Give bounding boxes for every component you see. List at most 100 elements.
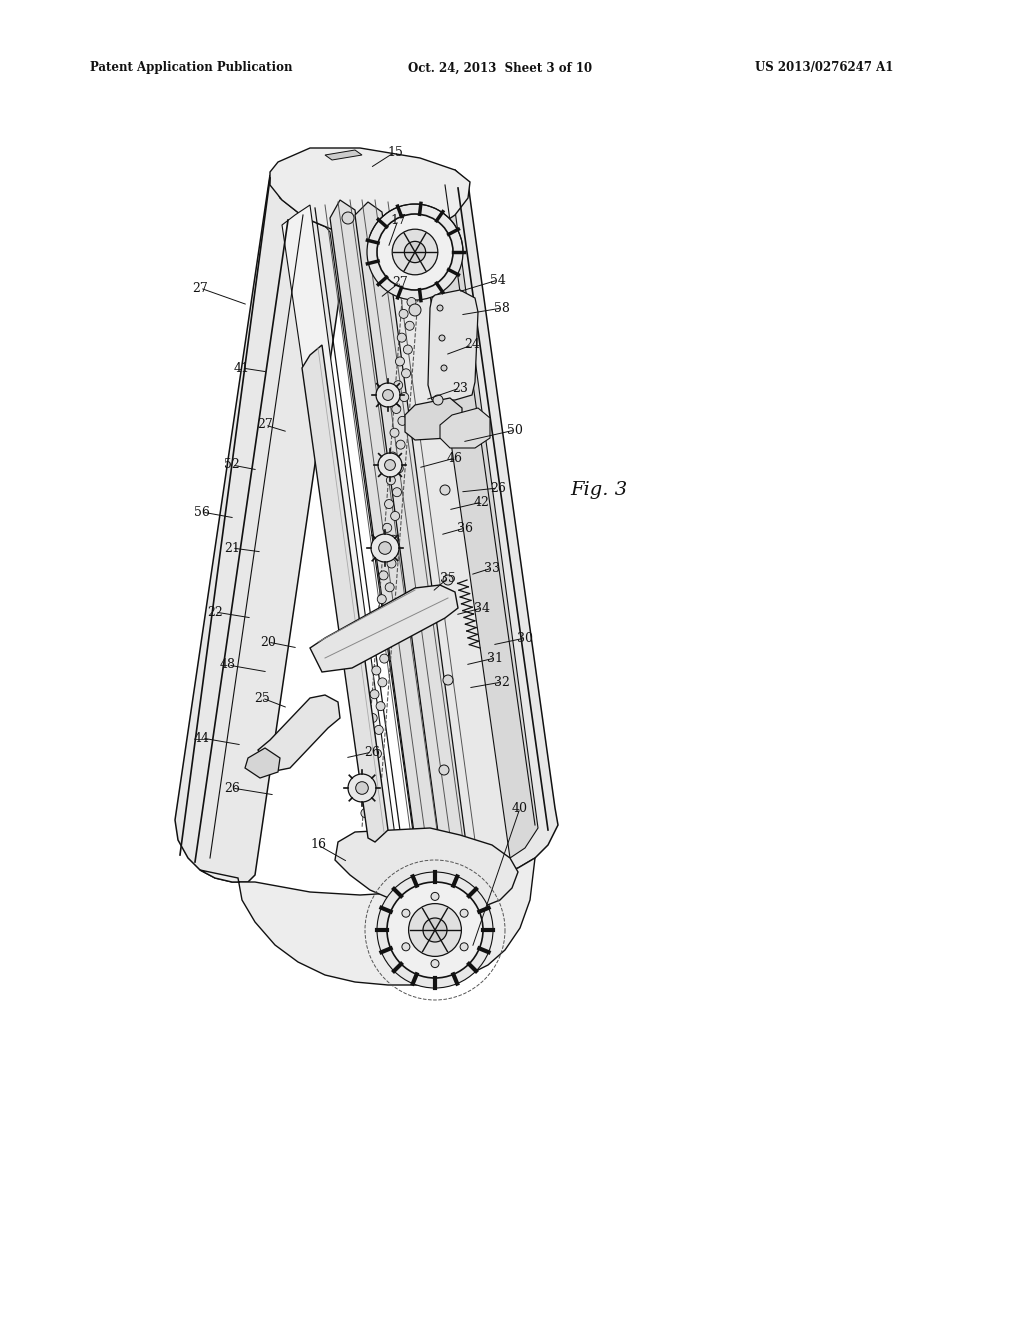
Circle shape xyxy=(375,726,383,734)
Circle shape xyxy=(378,453,402,477)
Circle shape xyxy=(374,643,383,651)
Circle shape xyxy=(371,774,380,781)
Circle shape xyxy=(443,576,453,585)
Text: 17: 17 xyxy=(390,214,406,227)
Polygon shape xyxy=(440,408,490,447)
Text: 16: 16 xyxy=(310,838,326,851)
Text: 31: 31 xyxy=(487,652,503,664)
Text: 58: 58 xyxy=(494,301,510,314)
Circle shape xyxy=(378,678,387,686)
Circle shape xyxy=(377,214,453,290)
Circle shape xyxy=(392,230,438,275)
Circle shape xyxy=(367,821,376,829)
Circle shape xyxy=(388,451,397,461)
Circle shape xyxy=(440,484,450,495)
Circle shape xyxy=(407,297,416,306)
Polygon shape xyxy=(436,362,452,374)
Polygon shape xyxy=(319,198,440,873)
Polygon shape xyxy=(406,399,462,440)
Circle shape xyxy=(406,321,414,330)
Circle shape xyxy=(423,917,447,942)
Circle shape xyxy=(392,404,400,413)
Text: 56: 56 xyxy=(195,506,210,519)
Circle shape xyxy=(377,873,493,987)
Circle shape xyxy=(396,440,406,449)
Text: 27: 27 xyxy=(193,281,208,294)
Polygon shape xyxy=(245,748,280,777)
Text: 41: 41 xyxy=(234,362,250,375)
Circle shape xyxy=(380,655,389,663)
Circle shape xyxy=(376,702,385,710)
Circle shape xyxy=(369,714,377,722)
Circle shape xyxy=(393,380,402,389)
Circle shape xyxy=(383,607,392,615)
Circle shape xyxy=(399,392,409,401)
Circle shape xyxy=(372,667,381,675)
Circle shape xyxy=(385,499,393,508)
Circle shape xyxy=(401,909,410,917)
Text: 26: 26 xyxy=(490,482,506,495)
Circle shape xyxy=(367,205,463,300)
Circle shape xyxy=(355,781,369,795)
Circle shape xyxy=(392,487,401,496)
Circle shape xyxy=(433,395,443,405)
Circle shape xyxy=(398,416,407,425)
Circle shape xyxy=(441,366,447,371)
Circle shape xyxy=(386,475,395,484)
Text: 50: 50 xyxy=(507,424,523,437)
Text: Fig. 3: Fig. 3 xyxy=(570,480,627,499)
Polygon shape xyxy=(325,150,362,160)
Circle shape xyxy=(437,305,443,312)
Text: 27: 27 xyxy=(392,276,408,289)
Circle shape xyxy=(443,675,453,685)
Circle shape xyxy=(401,368,411,378)
Polygon shape xyxy=(335,828,518,912)
Polygon shape xyxy=(368,170,558,878)
Circle shape xyxy=(460,909,468,917)
Circle shape xyxy=(387,882,483,978)
Text: 54: 54 xyxy=(490,273,506,286)
Circle shape xyxy=(371,535,399,562)
Text: 40: 40 xyxy=(512,801,528,814)
Circle shape xyxy=(367,738,376,746)
Text: 42: 42 xyxy=(474,495,489,508)
Circle shape xyxy=(439,766,449,775)
Text: 27: 27 xyxy=(257,418,272,432)
Circle shape xyxy=(389,535,397,544)
Polygon shape xyxy=(302,345,388,842)
Polygon shape xyxy=(434,333,450,345)
Circle shape xyxy=(383,389,393,400)
Circle shape xyxy=(365,762,374,770)
Text: 20: 20 xyxy=(260,635,275,648)
Text: 25: 25 xyxy=(254,692,270,705)
Circle shape xyxy=(390,428,399,437)
Polygon shape xyxy=(428,290,478,400)
Polygon shape xyxy=(355,202,468,870)
Polygon shape xyxy=(282,205,398,869)
Circle shape xyxy=(376,619,384,627)
Circle shape xyxy=(403,345,413,354)
Text: 32: 32 xyxy=(494,676,510,689)
Circle shape xyxy=(399,309,409,318)
Text: 48: 48 xyxy=(220,659,236,672)
Text: 36: 36 xyxy=(457,521,473,535)
Text: Oct. 24, 2013  Sheet 3 of 10: Oct. 24, 2013 Sheet 3 of 10 xyxy=(408,62,592,74)
Circle shape xyxy=(397,333,407,342)
Circle shape xyxy=(390,511,399,520)
Circle shape xyxy=(382,631,390,639)
Circle shape xyxy=(460,942,468,950)
Circle shape xyxy=(387,558,396,568)
Text: 46: 46 xyxy=(447,451,463,465)
Circle shape xyxy=(394,463,403,473)
Text: 24: 24 xyxy=(464,338,480,351)
Polygon shape xyxy=(270,148,470,238)
Circle shape xyxy=(381,546,390,556)
Polygon shape xyxy=(422,178,538,858)
Circle shape xyxy=(401,942,410,950)
Circle shape xyxy=(342,213,354,224)
Text: 35: 35 xyxy=(440,572,456,585)
Polygon shape xyxy=(175,176,348,882)
Circle shape xyxy=(431,892,439,900)
Text: 22: 22 xyxy=(207,606,223,619)
Circle shape xyxy=(383,523,392,532)
